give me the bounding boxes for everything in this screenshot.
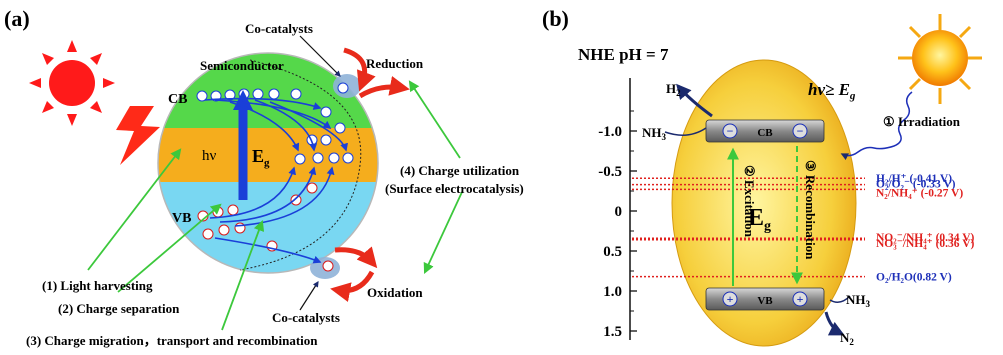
nh3-left-label: NH3	[642, 125, 667, 142]
panel-a: (a) Se	[4, 6, 524, 348]
redox-level-label: O₂/O₂⁻ (-0.33 V)	[876, 179, 956, 191]
recombination-label: ③ Recombination	[803, 160, 818, 260]
nh3-right-label: NH3	[846, 292, 871, 309]
irradiation-wave	[840, 91, 913, 161]
axis-tick-label: 0.5	[603, 244, 622, 260]
step-4-label-line2: (Surface electrocatalysis)	[385, 181, 524, 196]
irradiation-label: ① Irradiation	[883, 114, 961, 129]
vb-bar	[705, 287, 825, 311]
lightning-bolt-icon	[116, 106, 160, 165]
step-pointers	[87, 80, 463, 331]
step-2-label: (2) Charge separation	[58, 301, 180, 316]
reduction-label: Reduction	[366, 56, 424, 71]
vb-label-a: VB	[172, 211, 191, 226]
axis-ticks: -1.0 -0.5 0 0.5 1.0 1.5	[598, 110, 637, 340]
redox-level-label: O₂/H₂O(0.82 V)	[876, 272, 952, 284]
hv-label-b: hν≥ Eg	[808, 80, 856, 102]
eg-label-a: Eg	[252, 146, 270, 169]
cb-bar	[705, 119, 825, 143]
eg-label-b: Eg	[748, 205, 771, 234]
electron-cb-right: −	[797, 124, 804, 138]
redox-level-label: NO₃⁻/NH₄⁺ (0.36 V)	[876, 238, 975, 250]
recombination-pairs	[294, 152, 354, 165]
step-1-label: (1) Light harvesting	[42, 278, 153, 293]
panel-b: (b) NHE pH = 7 -1.0 -0.5 0 0.5 1.0 1.5 H₂/H⁺ …	[542, 6, 982, 347]
axis-tick-label: 0	[615, 204, 623, 220]
redox-level-label: NO₂⁻/NH₄⁺ (0.34 V)	[876, 232, 975, 244]
panel-a-label: (a)	[4, 6, 30, 31]
step-3-label: (3) Charge migration，transport and recom…	[26, 333, 318, 348]
n2-label: N2	[840, 330, 854, 347]
electron-cb-left: −	[727, 124, 734, 138]
oxidation-label: Oxidation	[367, 285, 423, 300]
co-catalyst-bottom-label: Co-catalysts	[272, 310, 340, 325]
redox-levels: H₂/H⁺ (-0.41 V)O₂/O₂⁻ (-0.33 V)N₂/NH₄⁺ (…	[632, 173, 975, 284]
excitation-label: ② Excitation	[742, 165, 757, 238]
axis-tick-label: 1.0	[603, 284, 622, 300]
vb-label-b: VB	[757, 295, 773, 307]
hole-vb-left: +	[727, 292, 734, 306]
panel-b-label: (b)	[542, 6, 569, 31]
h2-label: H2	[666, 81, 681, 98]
hv-label-a: hν	[202, 148, 217, 164]
redox-level-label: H₂/H⁺ (-0.41 V)	[876, 173, 952, 185]
semiconductor-label: Semiconductor	[200, 58, 284, 73]
nhe-title: NHE pH = 7	[578, 45, 669, 64]
migration-arrows	[204, 97, 348, 264]
cb-label-b: CB	[757, 127, 773, 139]
sun-icon	[898, 14, 982, 104]
redox-level-label: N₂/NH₄⁺ (-0.27 V)	[876, 187, 963, 199]
axis-tick-label: 1.5	[603, 324, 622, 340]
hole-vb-right: +	[797, 292, 804, 306]
red-sun-icon	[29, 40, 115, 126]
holes-vb	[197, 182, 334, 272]
axis-tick-label: -1.0	[598, 124, 622, 140]
cb-label-a: CB	[168, 92, 187, 107]
co-catalyst-top-label: Co-catalysts	[245, 21, 313, 36]
axis-tick-label: -0.5	[598, 164, 622, 180]
step-4-label-line1: (4) Charge utilization	[400, 163, 520, 178]
